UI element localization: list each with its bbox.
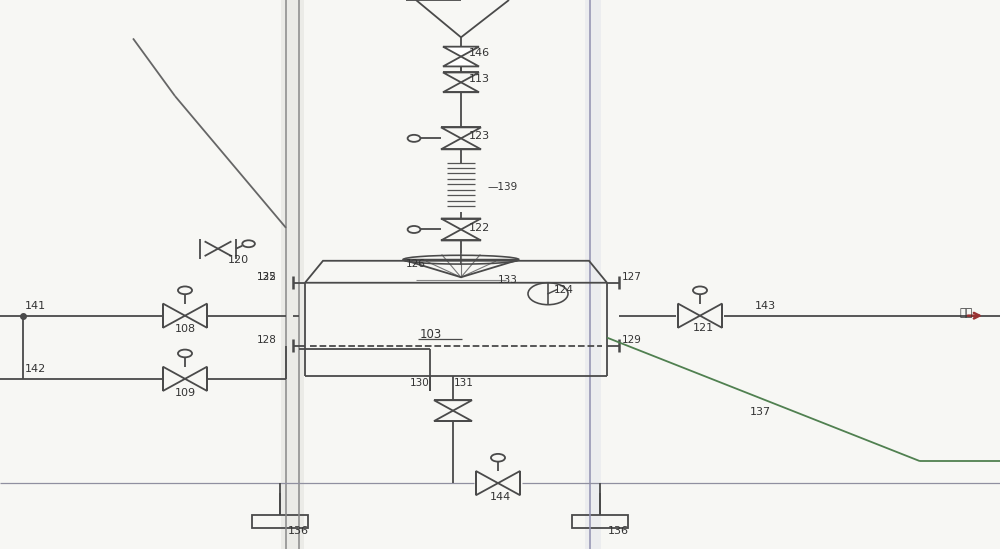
Text: 120: 120 bbox=[228, 255, 249, 265]
Text: 136: 136 bbox=[288, 526, 309, 536]
Text: 141: 141 bbox=[25, 301, 46, 311]
Text: 128: 128 bbox=[257, 335, 277, 345]
Bar bbox=[572, 515, 628, 528]
Bar bbox=[281, 0, 304, 549]
Text: 146: 146 bbox=[469, 48, 490, 58]
Text: 113: 113 bbox=[469, 74, 490, 83]
Text: 124: 124 bbox=[554, 285, 574, 295]
Polygon shape bbox=[443, 47, 479, 57]
Text: 103: 103 bbox=[420, 328, 442, 341]
Text: 132: 132 bbox=[257, 272, 277, 282]
Text: 出口: 出口 bbox=[960, 308, 973, 318]
Bar bbox=[252, 515, 308, 528]
Text: 133: 133 bbox=[498, 275, 518, 285]
Text: 131: 131 bbox=[454, 378, 474, 388]
Text: 126: 126 bbox=[406, 259, 426, 268]
Text: 123: 123 bbox=[469, 131, 490, 141]
Text: 142: 142 bbox=[25, 365, 46, 374]
Polygon shape bbox=[443, 57, 479, 66]
Text: 125: 125 bbox=[257, 272, 277, 282]
Text: 108: 108 bbox=[175, 324, 196, 334]
Text: 143: 143 bbox=[755, 301, 776, 311]
Text: 144: 144 bbox=[490, 492, 511, 502]
Text: 122: 122 bbox=[469, 223, 490, 233]
Text: 127: 127 bbox=[622, 272, 642, 282]
Text: —139: —139 bbox=[487, 182, 517, 192]
Text: 137: 137 bbox=[750, 407, 771, 417]
Text: 136: 136 bbox=[608, 526, 629, 536]
Text: 129: 129 bbox=[622, 335, 642, 345]
Text: 109: 109 bbox=[175, 388, 196, 397]
Text: 130: 130 bbox=[410, 378, 430, 388]
Text: 121: 121 bbox=[693, 323, 714, 333]
Bar bbox=[585, 0, 601, 549]
